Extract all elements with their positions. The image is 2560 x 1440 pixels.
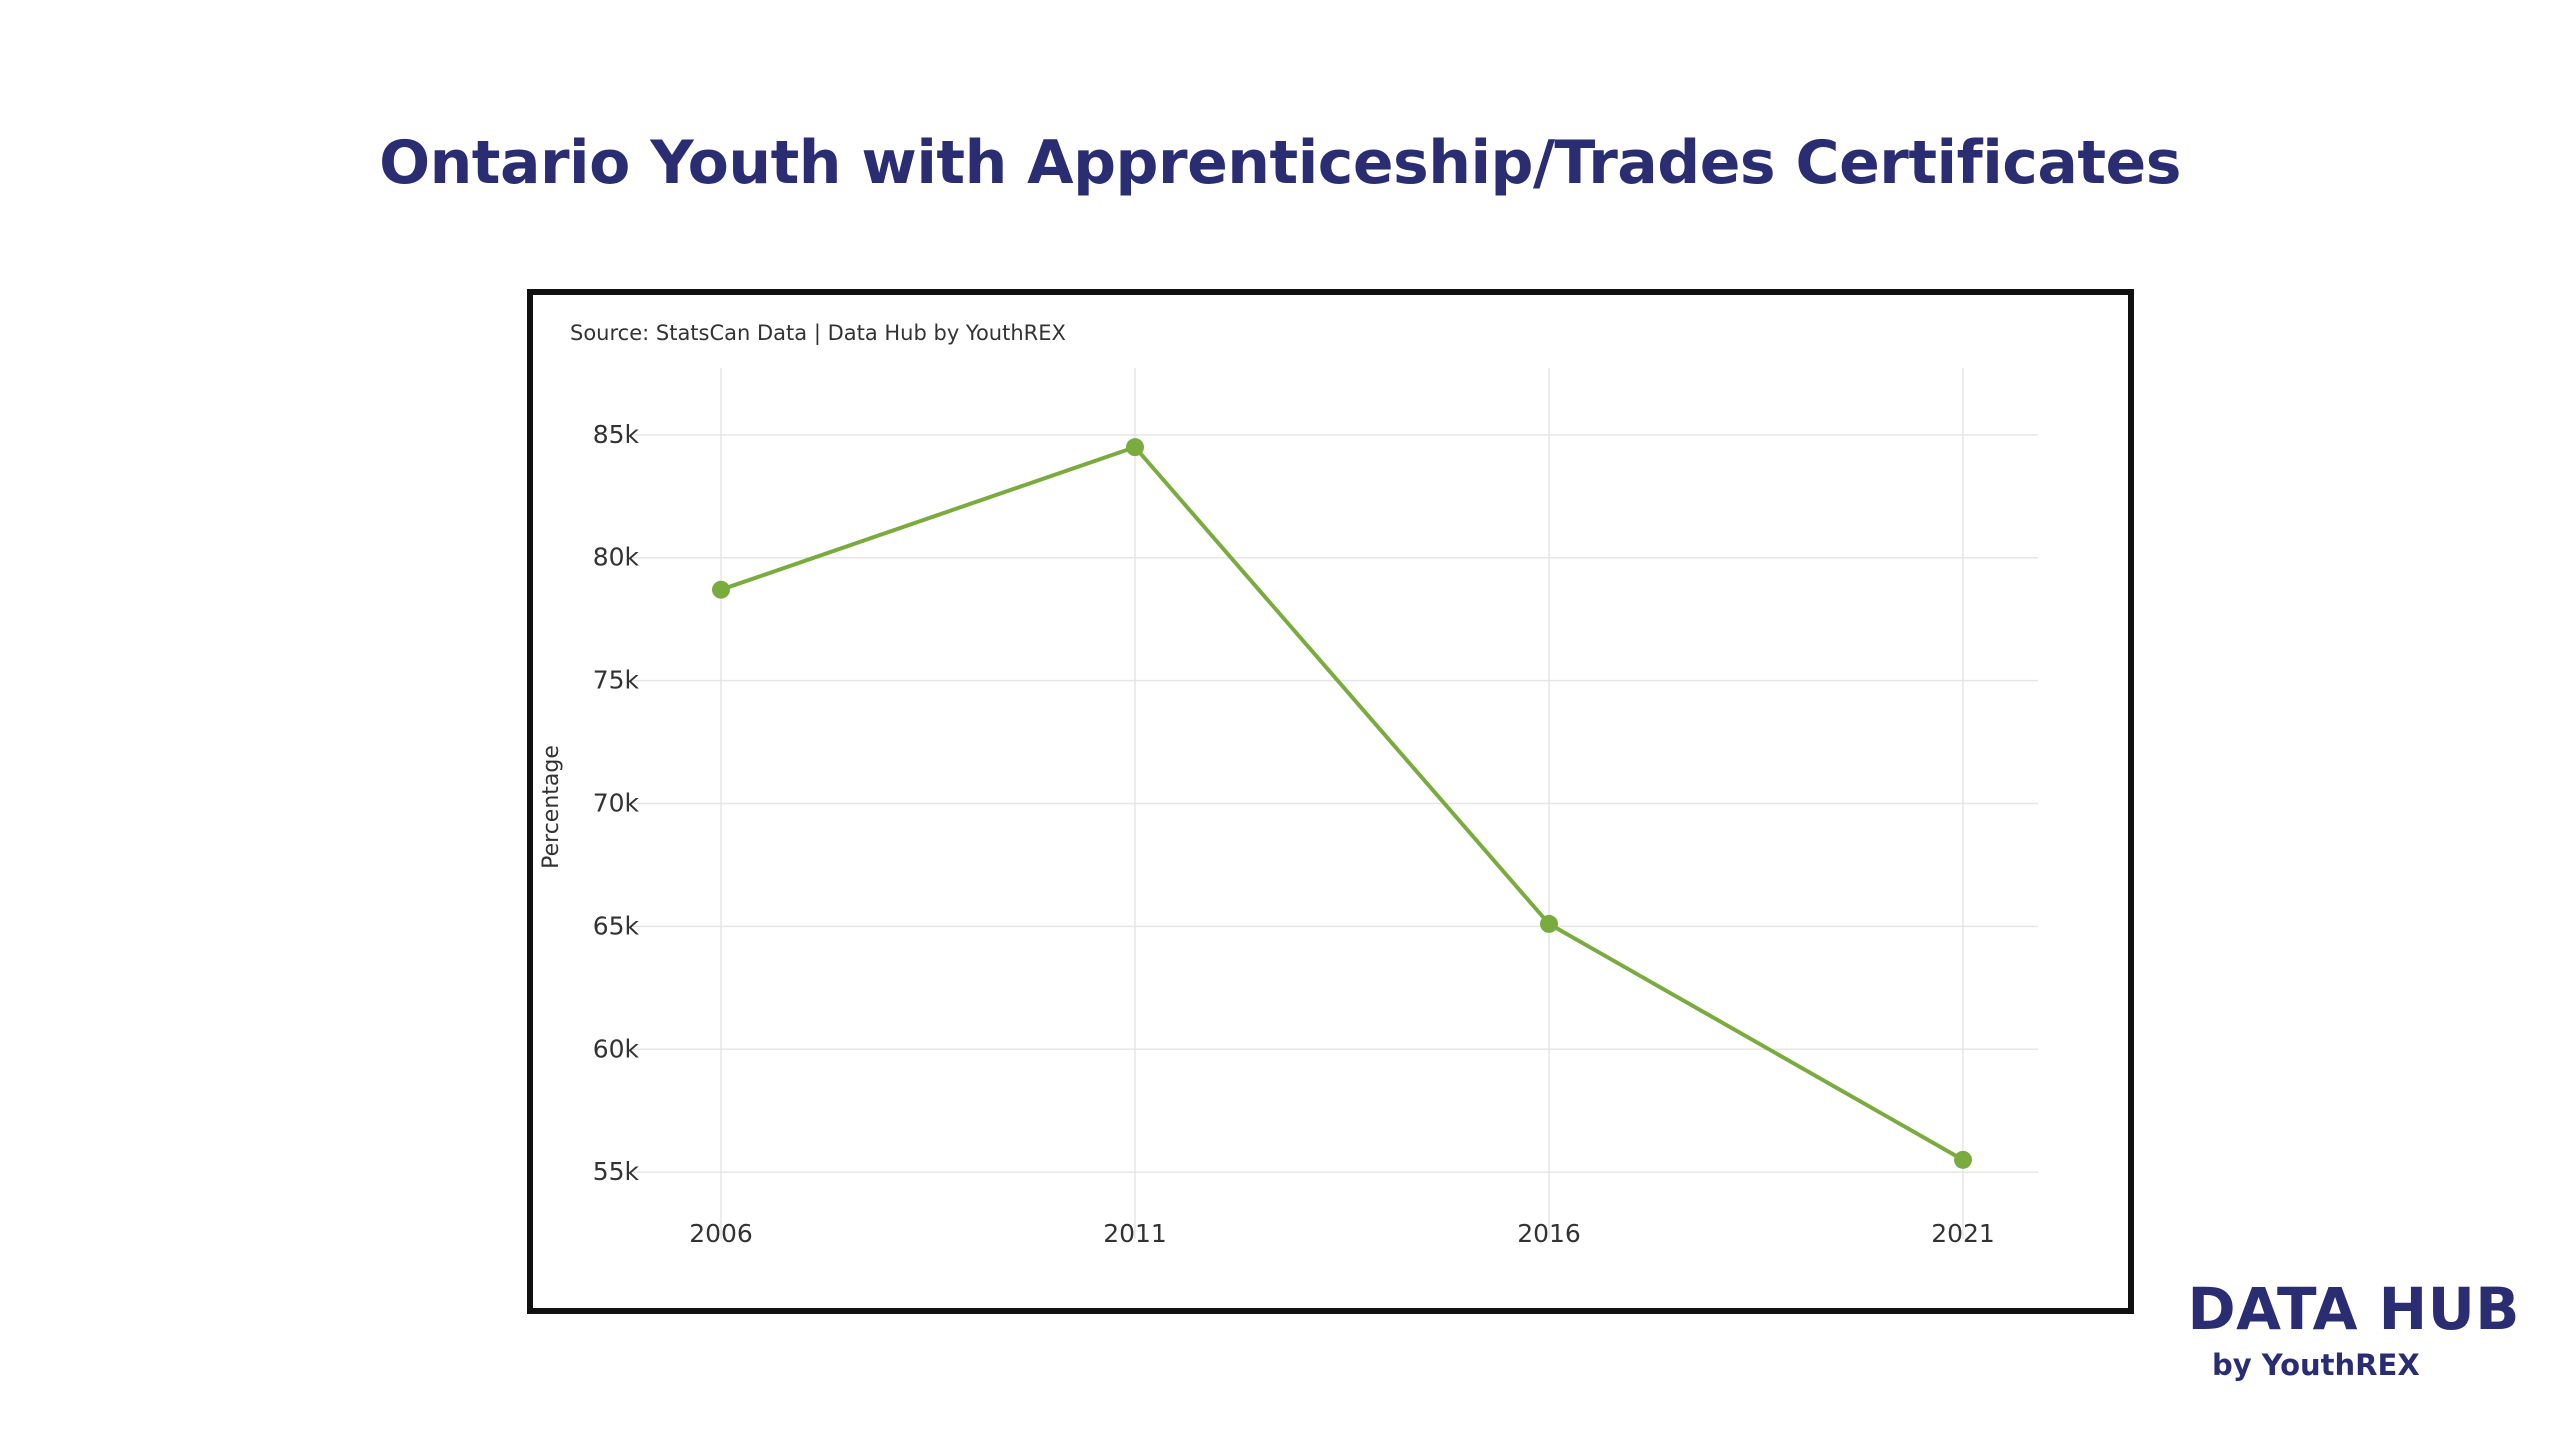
series-layer	[712, 438, 1972, 1169]
y-axis-label: Percentage	[539, 745, 564, 869]
data-point	[1126, 438, 1144, 457]
y-tick-label: 60k	[593, 1034, 640, 1063]
x-tick-label: 2011	[1103, 1219, 1167, 1248]
x-tick-label: 2006	[689, 1219, 753, 1248]
chart-subtitle: Source: StatsCan Data | Data Hub by Yout…	[570, 321, 1066, 346]
axis-tick-labels: 55k 60k 65k 70k 75k 80k 85k 2006 2011 2016 2021	[593, 420, 1995, 1248]
grid-lines	[633, 368, 2038, 1239]
chart-frame: Source: StatsCan Data | Data Hub by Yout…	[527, 289, 2134, 1314]
data-point	[1540, 914, 1558, 933]
page-title: Ontario Youth with Apprenticeship/Trades…	[379, 128, 2181, 198]
brand-logo-tagline: by YouthREX	[2212, 1348, 2420, 1382]
x-tick-label: 2016	[1517, 1219, 1581, 1248]
y-tick-label: 65k	[593, 911, 640, 940]
y-tick-label: 75k	[593, 666, 640, 695]
data-point	[712, 580, 730, 599]
brand-logo-title: DATA HUB	[2187, 1275, 2520, 1343]
y-tick-label: 55k	[593, 1157, 640, 1186]
series-line	[719, 445, 1965, 1162]
y-tick-label: 85k	[593, 420, 640, 449]
line-chart: Source: StatsCan Data | Data Hub by Yout…	[539, 321, 2038, 1248]
x-tick-label: 2021	[1931, 1219, 1995, 1248]
y-tick-label: 80k	[593, 543, 640, 572]
y-tick-label: 70k	[593, 789, 640, 818]
data-point	[1954, 1150, 1972, 1169]
